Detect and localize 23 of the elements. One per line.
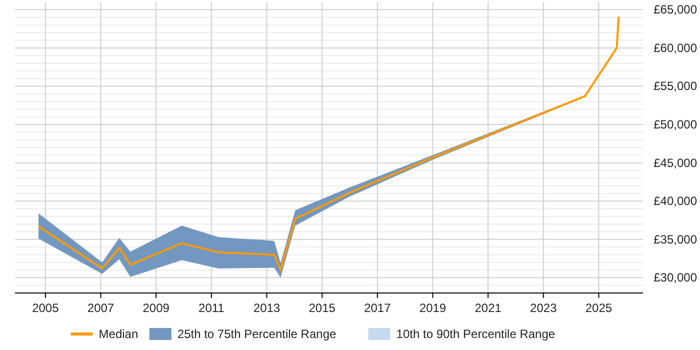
y-tick-label: £35,000 <box>654 232 698 246</box>
x-tick-label: 2007 <box>87 301 114 315</box>
legend-label: Median <box>98 327 138 341</box>
y-tick-label: £40,000 <box>654 194 698 208</box>
x-tick-label: 2009 <box>142 301 170 315</box>
line-series <box>38 16 620 272</box>
x-tick-label: 2023 <box>530 301 558 315</box>
x-tick-label: 2011 <box>198 301 225 315</box>
y-tick-label: £50,000 <box>654 118 698 132</box>
x-tick-label: 2019 <box>419 301 446 315</box>
x-tick-label: 2015 <box>308 301 336 315</box>
x-tick-label: 2021 <box>474 301 502 315</box>
x-tick-label: 2025 <box>585 301 612 315</box>
y-tick-label: £55,000 <box>654 79 698 94</box>
y-tick-label: £30,000 <box>654 270 698 285</box>
x-tick-label: 2013 <box>253 301 280 315</box>
legend-label: 25th to 75th Percentile Range <box>177 327 337 341</box>
x-tick-label: 2005 <box>32 301 60 315</box>
y-tick-label: £60,000 <box>654 40 698 55</box>
y-tick-label: £65,000 <box>654 2 698 17</box>
legend-label: 10th to 90th Percentile Range <box>396 327 556 341</box>
y-tick-label: £45,000 <box>654 156 698 170</box>
x-tick-label: 2017 <box>364 301 392 315</box>
